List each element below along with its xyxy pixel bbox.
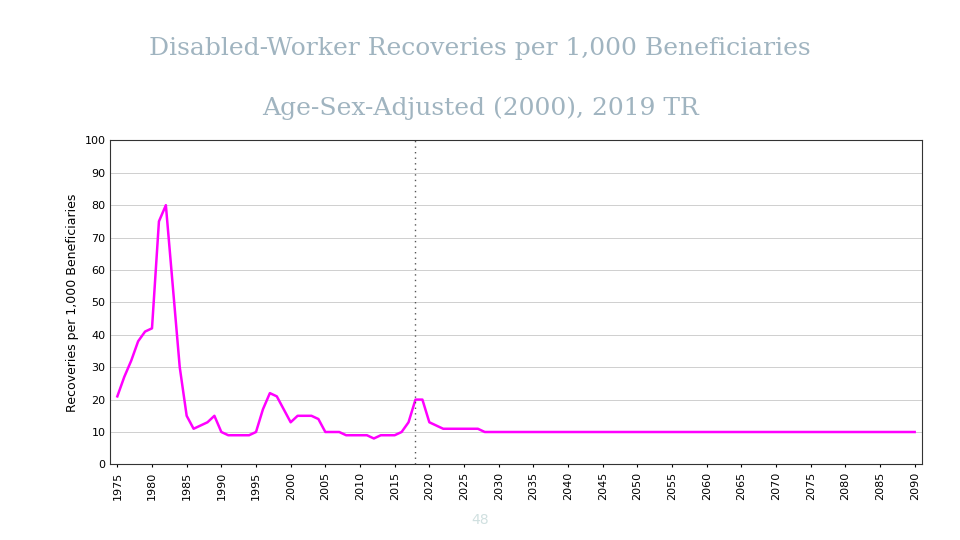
Y-axis label: Recoveries per 1,000 Beneficiaries: Recoveries per 1,000 Beneficiaries [66, 193, 79, 411]
Text: Disabled-Worker Recoveries per 1,000 Beneficiaries: Disabled-Worker Recoveries per 1,000 Ben… [149, 37, 811, 60]
Text: Age-Sex-Adjusted (2000), 2019 TR: Age-Sex-Adjusted (2000), 2019 TR [262, 96, 698, 120]
Text: 48: 48 [471, 513, 489, 526]
